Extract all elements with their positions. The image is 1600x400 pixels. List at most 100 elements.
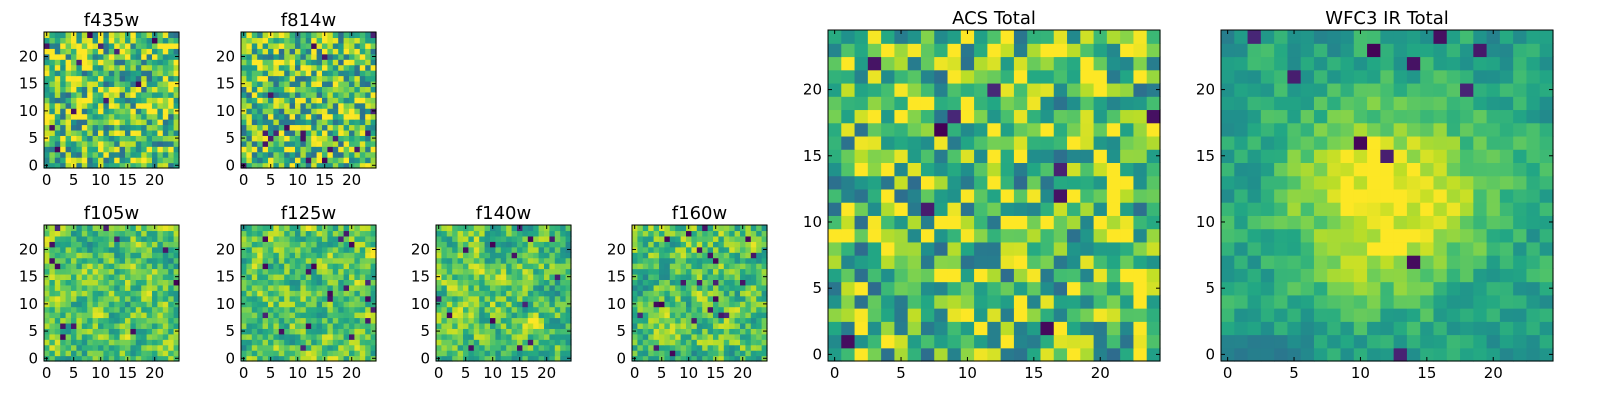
heatmap-cell: [300, 162, 307, 169]
heatmap-cell: [54, 230, 61, 237]
heatmap-cell: [103, 295, 110, 302]
heatmap-cell: [135, 59, 142, 66]
heatmap-cell: [135, 157, 142, 164]
heatmap-cell: [1446, 294, 1461, 309]
heatmap-cell: [71, 257, 77, 264]
heatmap-cell: [554, 350, 561, 357]
heatmap-cell: [854, 135, 869, 150]
heatmap-cell: [907, 109, 922, 124]
heatmap-cell: [1460, 268, 1474, 283]
heatmap-cell: [659, 333, 665, 340]
heatmap-cell: [246, 75, 253, 82]
heatmap-cell: [289, 42, 296, 49]
heatmap-cell: [262, 80, 269, 87]
heatmap-cell: [828, 69, 842, 84]
heatmap-cell: [734, 230, 741, 237]
heatmap-cell: [1093, 215, 1108, 230]
heatmap-cell: [907, 82, 922, 97]
heatmap-cell: [723, 235, 730, 242]
heatmap-cell: [103, 53, 110, 60]
heatmap-cell: [146, 151, 153, 158]
heatmap-cell: [87, 70, 94, 77]
heatmap-cell: [162, 162, 169, 169]
heatmap-cell: [468, 328, 475, 335]
heatmap-cell: [1120, 308, 1135, 322]
heatmap-cell: [1106, 241, 1121, 256]
heatmap-cell: [130, 268, 137, 275]
heatmap-cell: [538, 328, 545, 335]
heatmap-cell: [327, 235, 334, 242]
heatmap-cell: [359, 225, 366, 232]
heatmap-cell: [1420, 281, 1435, 296]
heatmap-cell: [311, 257, 318, 264]
heatmap-cell: [1380, 241, 1395, 256]
heatmap-cell: [740, 230, 746, 237]
heatmap-cell: [349, 129, 355, 136]
heatmap-cell: [1327, 175, 1342, 190]
heatmap-cell: [141, 225, 148, 232]
heatmap-cell: [446, 312, 453, 319]
heatmap-cell: [1340, 308, 1355, 322]
heatmap-cell: [1133, 56, 1148, 71]
heatmap-cell: [750, 350, 757, 357]
heatmap-cell: [268, 70, 274, 77]
x-tick-label: 15: [315, 364, 334, 382]
heatmap-cell: [273, 263, 280, 270]
heatmap-cell: [305, 162, 312, 169]
heatmap-cell: [98, 263, 104, 270]
heatmap-cell: [1067, 96, 1081, 111]
heatmap-cell: [125, 268, 131, 275]
heatmap-cell: [130, 75, 137, 82]
x-tick-label: 10: [679, 364, 698, 382]
heatmap-cell: [300, 113, 307, 120]
heatmap-cell: [338, 268, 345, 275]
heatmap-cell: [1513, 241, 1528, 256]
heatmap-cell: [119, 53, 126, 60]
heatmap-cell: [125, 322, 131, 329]
heatmap-cell: [332, 86, 339, 93]
heatmap-cell: [146, 59, 153, 66]
heatmap-cell: [54, 317, 61, 324]
heatmap-cell: [881, 43, 895, 58]
heatmap-cell: [322, 151, 328, 158]
heatmap-cell: [157, 59, 164, 66]
heatmap-cell: [707, 273, 714, 280]
heatmap-cell: [349, 268, 355, 275]
heatmap-cell: [1234, 162, 1249, 177]
heatmap-cell: [740, 317, 746, 324]
heatmap-cell: [974, 30, 988, 44]
heatmap-cell: [1327, 149, 1342, 163]
heatmap-cell: [365, 306, 372, 313]
heatmap-cell: [152, 279, 158, 286]
heatmap-cell: [517, 306, 523, 313]
heatmap-cell: [1146, 241, 1161, 256]
heatmap-cell: [637, 284, 644, 291]
heatmap-cell: [44, 97, 50, 104]
heatmap-cell: [251, 290, 258, 297]
heatmap-cell: [103, 162, 110, 169]
heatmap-cell: [49, 37, 56, 44]
heatmap-cell: [246, 263, 253, 270]
heatmap-cell: [157, 135, 164, 142]
heatmap-cell: [974, 202, 988, 216]
heatmap-cell: [268, 322, 274, 329]
heatmap-cell: [338, 113, 345, 120]
heatmap-cell: [327, 301, 334, 308]
heatmap-cell: [854, 69, 869, 84]
heatmap-cell: [103, 97, 110, 104]
heatmap-cell: [108, 108, 115, 115]
heatmap-cell: [828, 202, 842, 216]
heatmap-cell: [354, 140, 361, 147]
heatmap-cell: [1460, 162, 1474, 177]
heatmap-cell: [473, 322, 480, 329]
heatmap-cell: [246, 135, 253, 142]
heatmap-cell: [87, 246, 94, 253]
heatmap-cell: [146, 257, 153, 264]
heatmap-cell: [370, 225, 377, 232]
heatmap-cell: [527, 350, 534, 357]
heatmap-cell: [311, 284, 318, 291]
heatmap-cell: [119, 333, 126, 340]
heatmap-cell: [316, 273, 323, 280]
heatmap-cell: [98, 230, 104, 237]
heatmap-cell: [262, 129, 269, 136]
